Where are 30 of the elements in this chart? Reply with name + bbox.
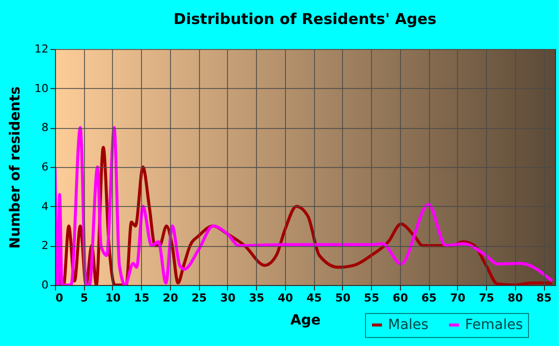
x-axis-title: Age [290,312,321,328]
x-tick-label: 35 [248,292,264,304]
y-tick-label: 10 [34,82,48,95]
x-tick-label: 80 [508,292,524,304]
x-tick-label: 40 [278,292,294,304]
y-tick-label: 6 [42,160,48,174]
x-tick-label: 15 [134,292,150,304]
x-tick-label: 45 [306,292,322,304]
x-tick-label: 70 [450,292,466,304]
y-tick-label: 4 [42,200,48,213]
x-tick-label: 55 [364,292,380,304]
x-tick-label: 75 [478,292,494,304]
chart-title: Distribution of Residents' Ages [174,10,437,28]
x-tick-label: 85 [536,292,552,304]
y-tick-label: 2 [42,239,48,252]
x-tick-label: 60 [392,292,408,304]
legend-label: Females [465,317,523,333]
y-tick-label: 8 [42,121,48,134]
x-tick-label: 65 [421,292,437,304]
x-tick-label: 50 [335,292,351,304]
y-tick-label: 12 [34,42,48,56]
x-tick-label: 30 [220,292,236,304]
x-tick-label: 10 [105,292,121,304]
x-tick-label: 0 [56,292,64,304]
x-tick-label: 20 [162,292,178,304]
legend-label: Males [388,317,428,333]
y-axis-title: Number of residents [8,86,24,249]
x-tick-label: 5 [80,292,88,304]
y-tick-label: 0 [42,278,48,292]
x-tick-label: 25 [192,292,207,304]
